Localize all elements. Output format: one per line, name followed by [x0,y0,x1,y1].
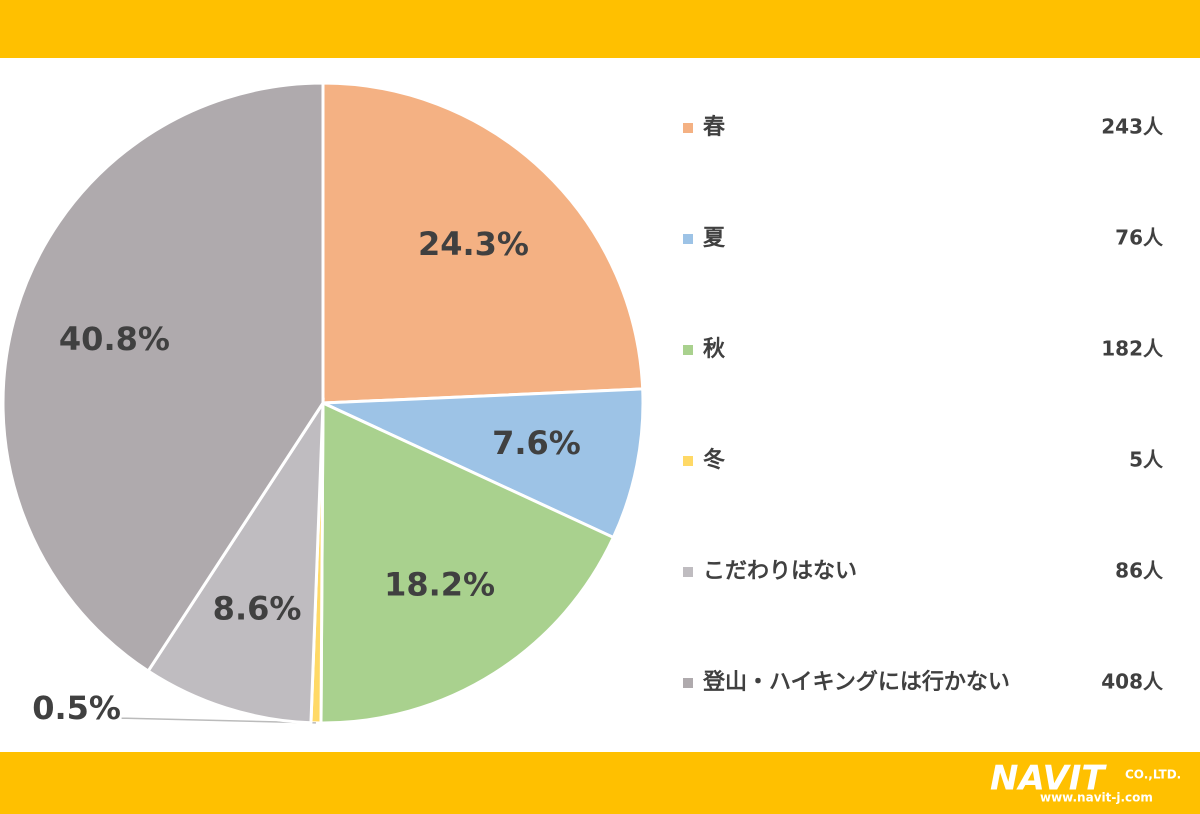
data-label: 7.6% [492,424,581,462]
legend-count: 182人 [1101,337,1164,361]
legend-marker [683,456,693,466]
legend-count: 76人 [1115,226,1164,250]
bottom-band [0,752,1200,814]
legend-label: 冬 [703,447,725,473]
data-label: 18.2% [384,566,495,604]
legend-marker [683,123,693,133]
pie: 24.3% 7.6% 18.2% 0.5% 8.6% 40.8% [1,81,645,727]
legend-label: 春 [703,115,725,140]
logo-suffix: CO.,LTD. [1125,768,1181,782]
legend-label: 秋 [703,337,726,362]
legend-marker [683,234,693,244]
logo-url: www.navit-j.com [1040,791,1153,805]
pie-slice [1,81,325,674]
legend-marker [683,678,693,688]
legend-count: 243人 [1101,115,1164,139]
data-label: 0.5% [32,689,121,727]
legend-count: 5人 [1129,448,1164,472]
pie-slice [321,81,645,405]
legend-count: 86人 [1115,559,1164,583]
pie-slice [319,400,616,725]
logo-name: NAVIT [990,759,1107,799]
data-label: 40.8% [59,320,170,358]
legend-label: 登山・ハイキングには行かない [702,669,1010,695]
legend-label: 夏 [703,226,726,251]
legend-count: 408人 [1101,670,1164,694]
legend-label: こだわりはない [703,559,857,584]
pie-slice [146,397,325,725]
pie-slice [322,387,645,540]
top-band [0,0,1200,58]
leader-line [121,717,316,724]
legend-marker [683,345,693,355]
data-label: 8.6% [213,589,302,627]
data-label: 24.3% [418,225,529,263]
legend-marker [683,567,693,577]
